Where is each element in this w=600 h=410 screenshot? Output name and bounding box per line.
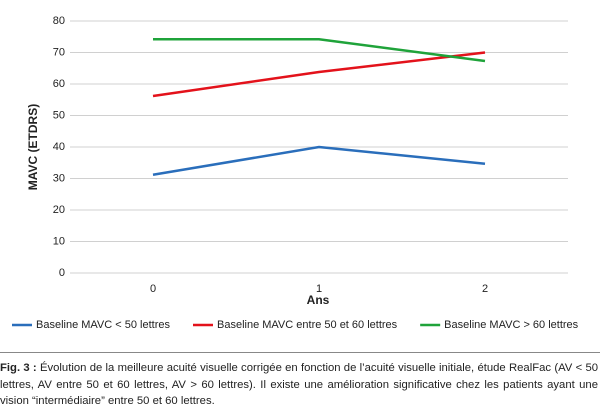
- legend-label: Baseline MAVC > 60 lettres: [444, 319, 578, 331]
- x-tick-label: 0: [150, 283, 156, 295]
- y-tick-label: 50: [53, 109, 65, 121]
- caption: Fig. 3 : Évolution de la meilleure acuit…: [0, 360, 598, 410]
- y-tick-label: 60: [53, 78, 65, 90]
- x-tick-label: 1: [316, 283, 322, 295]
- chart: MAVC (ETDRS) Ans 0 10 20 30 40 50 60 70 80 0 1 2 Bas…: [12, 15, 579, 331]
- y-tick-label: 80: [53, 15, 65, 27]
- y-tick-label: 10: [53, 235, 65, 247]
- y-tick-label: 70: [53, 46, 65, 58]
- y-tick-label: 20: [53, 204, 65, 216]
- y-tick-label: 0: [59, 267, 65, 279]
- x-tick-label: 2: [482, 283, 488, 295]
- legend-label: Baseline MAVC < 50 lettres: [36, 319, 170, 331]
- separator: [0, 352, 600, 353]
- x-axis-title: Ans: [307, 293, 330, 307]
- series-line: [152, 145, 486, 176]
- caption-text: Évolution de la meilleure acuité visuell…: [0, 362, 599, 407]
- caption-label: Fig. 3 :: [0, 362, 37, 374]
- y-tick-label: 40: [53, 141, 65, 153]
- y-axis-title: MAVC (ETDRS): [26, 104, 40, 190]
- y-tick-label: 30: [53, 172, 65, 184]
- series-line: [153, 38, 486, 63]
- legend-label: Baseline MAVC entre 50 et 60 lettres: [217, 319, 398, 331]
- series-line: [152, 51, 486, 98]
